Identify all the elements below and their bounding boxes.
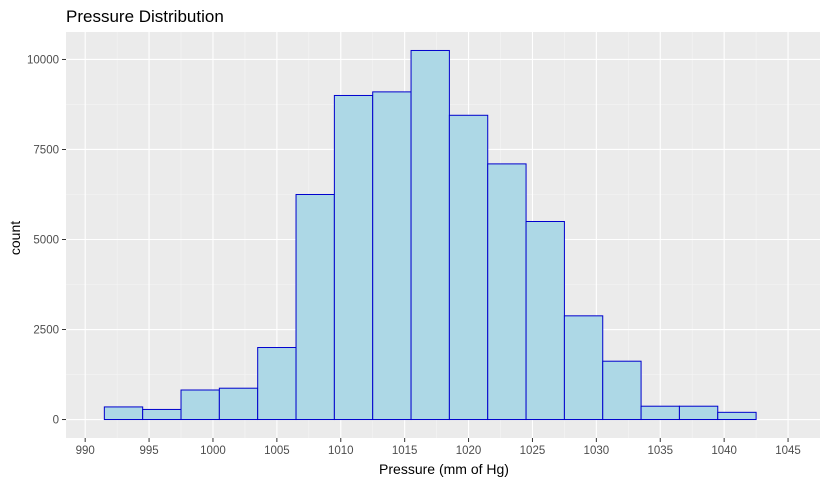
histogram-bar: [295, 193, 335, 421]
y-axis-title: count: [7, 221, 23, 255]
histogram-bar: [372, 91, 412, 421]
histogram-bar: [410, 49, 450, 421]
x-tick-label: 1000: [200, 445, 226, 457]
histogram-bar: [640, 405, 680, 421]
histogram-bar: [487, 163, 527, 421]
histogram-bar: [103, 406, 144, 421]
y-axis-ticks: 0 2500 5000 7500 10000: [27, 54, 66, 427]
histogram-bar: [218, 387, 259, 421]
x-tick-label: 1030: [584, 445, 610, 457]
histogram-bar: [678, 405, 719, 421]
histogram-bars: [103, 49, 757, 421]
x-tick-label: 1005: [264, 445, 290, 457]
x-axis-ticks: 990 995 1000 1005 1010 1015 1020 1025 1030 1035 10…: [76, 438, 801, 457]
histogram-bar: [142, 408, 182, 421]
histogram-bar: [448, 114, 489, 421]
x-tick-label: 1020: [456, 445, 482, 457]
histogram-bar: [717, 411, 757, 421]
y-tick-label: 7500: [33, 144, 59, 156]
y-tick-label: 2500: [33, 325, 59, 337]
y-tick-label: 5000: [33, 235, 59, 247]
histogram-bar: [333, 94, 374, 421]
chart-title: Pressure Distribution: [66, 7, 224, 26]
x-tick-label: 1025: [520, 445, 546, 457]
y-tick-label: 0: [53, 415, 59, 427]
histogram-bar: [563, 315, 604, 421]
x-tick-label: 1045: [775, 445, 801, 457]
x-tick-label: 1015: [392, 445, 418, 457]
histogram-bar: [257, 347, 297, 421]
x-axis-title: Pressure (mm of Hg): [379, 461, 509, 477]
x-tick-label: 995: [139, 445, 158, 457]
histogram-bar: [525, 220, 565, 421]
x-tick-label: 1035: [647, 445, 673, 457]
y-tick-label: 10000: [27, 54, 59, 66]
x-tick-label: 990: [76, 445, 95, 457]
histogram-bar: [180, 389, 220, 421]
histogram-bar: [602, 360, 642, 421]
x-tick-label: 1010: [328, 445, 354, 457]
x-tick-label: 1040: [711, 445, 737, 457]
